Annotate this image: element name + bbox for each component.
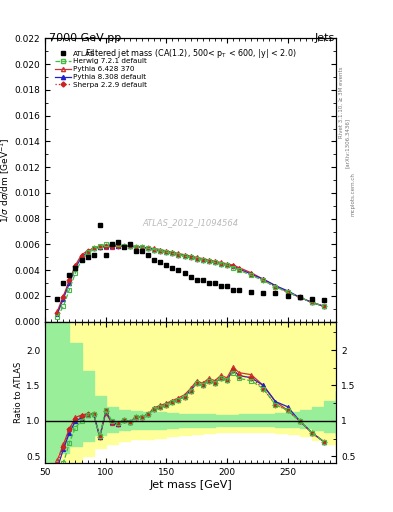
Text: ATLAS_2012_I1094564: ATLAS_2012_I1094564 [143, 218, 239, 227]
Text: [arXiv:1306.3436]: [arXiv:1306.3436] [345, 118, 350, 168]
Text: mcplots.cern.ch: mcplots.cern.ch [351, 173, 356, 217]
Text: 7000 GeV pp: 7000 GeV pp [49, 33, 121, 44]
Y-axis label: 1/$\sigma$ d$\sigma$/dm [GeV$^{-1}$]: 1/$\sigma$ d$\sigma$/dm [GeV$^{-1}$] [0, 137, 12, 223]
Legend: ATLAS, Herwig 7.2.1 default, Pythia 6.428 370, Pythia 8.308 default, Sherpa 2.2.: ATLAS, Herwig 7.2.1 default, Pythia 6.42… [55, 51, 147, 88]
Text: Jets: Jets [314, 33, 335, 44]
X-axis label: Jet mass [GeV]: Jet mass [GeV] [149, 480, 232, 490]
Y-axis label: Ratio to ATLAS: Ratio to ATLAS [14, 362, 23, 423]
Text: Filtered jet mass (CA(1.2), 500< $\mathregular{p_T}$ < 600, |y| < 2.0): Filtered jet mass (CA(1.2), 500< $\mathr… [85, 47, 296, 60]
Text: Rivet 3.1.10, ≥ 3M events: Rivet 3.1.10, ≥ 3M events [339, 67, 344, 138]
